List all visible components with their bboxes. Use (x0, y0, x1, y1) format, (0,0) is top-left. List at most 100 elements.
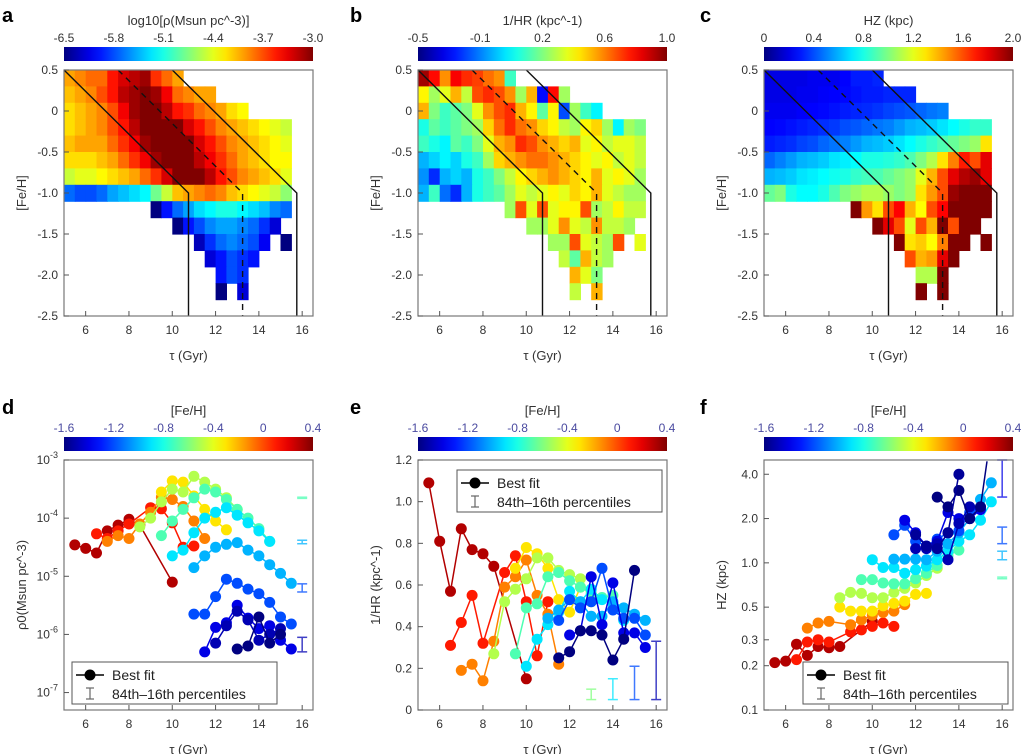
heatmap-cell (515, 184, 527, 202)
data-point (220, 502, 232, 514)
x-tick-label: 16 (995, 323, 1009, 337)
error-bar (297, 636, 308, 653)
heatmap-cell (139, 168, 152, 186)
heatmap-cell (904, 234, 917, 251)
heatmap-cell (428, 152, 441, 169)
heatmap-cell (764, 119, 776, 137)
data-point (231, 643, 243, 655)
data-point (953, 468, 965, 480)
data-point (899, 514, 911, 526)
data-point (210, 621, 222, 633)
y-tick-label: 0.4 (395, 620, 412, 634)
heatmap-cell (428, 86, 441, 104)
y-tick-label: 0.6 (395, 578, 412, 592)
heatmap-cell (280, 135, 292, 153)
heatmap-cell (937, 283, 949, 301)
data-point (629, 612, 640, 624)
y-tick-label: 10-4 (37, 508, 58, 525)
data-point (888, 597, 900, 609)
heatmap-cell (915, 135, 927, 153)
heatmap-cell (248, 250, 260, 268)
data-point (855, 587, 867, 599)
data-point (466, 544, 478, 556)
colorbar-tick-label: 0.8 (855, 31, 872, 45)
heatmap-cell (504, 201, 516, 219)
x-tick-label: 10 (520, 717, 534, 731)
heatmap-cell (547, 168, 560, 186)
heatmap-cell (569, 283, 581, 301)
heatmap-cell (872, 201, 884, 219)
data-point (477, 675, 489, 687)
colorbar (418, 437, 667, 451)
heatmap-cell (215, 283, 227, 301)
data-point (553, 594, 565, 606)
data-point (791, 654, 802, 666)
heatmap-cell (204, 201, 217, 219)
data-point (596, 594, 608, 606)
y-tick-base: 10 (37, 686, 51, 700)
heatmap-cell (818, 86, 830, 104)
y-tick-label: -2.5 (737, 309, 758, 323)
heatmap-cell (634, 135, 646, 153)
heatmap-cell (515, 201, 527, 219)
heatmap-cell (623, 119, 636, 137)
data-point (975, 514, 986, 526)
panel-letter: a (2, 5, 14, 27)
data-point (942, 527, 954, 539)
x-tick-label: 16 (649, 323, 663, 337)
heatmap-cell (237, 250, 249, 268)
data-point (920, 540, 932, 552)
heatmap-cell (248, 135, 260, 153)
y-tick-label: -0.5 (737, 145, 758, 159)
heatmap-cell (969, 217, 982, 235)
y-tick-label: 0.2 (395, 661, 412, 675)
data-point (596, 619, 608, 631)
colorbar (764, 47, 1013, 61)
x-tick-label: 8 (480, 323, 487, 337)
data-point (134, 521, 146, 533)
x-tick-label: 16 (995, 717, 1009, 731)
heatmap-cell (915, 266, 927, 284)
y-tick-label: 4.0 (741, 467, 758, 481)
heatmap-cell (172, 119, 184, 137)
heatmap-cell (107, 102, 119, 120)
panel-b: b 1/HR (kpc^-1) -0.5 -0.1 0.2 0.6 1.0 6 8 10 12 14 1… (350, 5, 676, 363)
heatmap-cell (226, 266, 238, 284)
heatmap-cell (515, 119, 527, 137)
heatmap-cell (764, 102, 776, 120)
y-tick-exponent: -4 (50, 508, 58, 518)
heatmap-cell (850, 201, 862, 219)
x-tick-label: 14 (606, 717, 620, 731)
colorbar-tick-label: -1.2 (803, 421, 824, 435)
heatmap-cell (969, 201, 982, 219)
heatmap-cell (450, 184, 462, 202)
heatmap-cell (634, 168, 646, 186)
legend-label-percentiles: 84th–16th percentiles (112, 686, 246, 702)
heatmap-cell (248, 217, 260, 235)
heatmap-cell (558, 135, 571, 153)
heatmap-cell (774, 102, 787, 120)
y-tick-exponent: -6 (50, 624, 58, 634)
heatmap-cell (948, 217, 960, 235)
heatmap-cell (418, 86, 430, 104)
data-point (629, 564, 640, 576)
heatmap-cell (569, 102, 581, 120)
heatmap-cell (915, 119, 927, 137)
heatmap-cell (602, 234, 614, 251)
heatmap-cell (580, 184, 592, 202)
heatmap-cell (161, 119, 173, 137)
heatmap-cell (64, 102, 76, 120)
data-point (509, 562, 521, 574)
data-point (509, 648, 521, 660)
x-tick-label: 12 (209, 323, 223, 337)
colorbar-tick-label: -3.7 (253, 31, 274, 45)
heatmap-cell (580, 217, 592, 235)
y-tick-label: -0.5 (391, 145, 412, 159)
data-point (964, 513, 976, 525)
heatmap-cell (807, 119, 819, 137)
heatmap-cell (818, 135, 830, 153)
colorbar-tick-label: -0.4 (903, 421, 924, 435)
heatmap-cell (883, 86, 895, 104)
heatmap-cell (258, 168, 271, 186)
series-line (193, 578, 292, 625)
